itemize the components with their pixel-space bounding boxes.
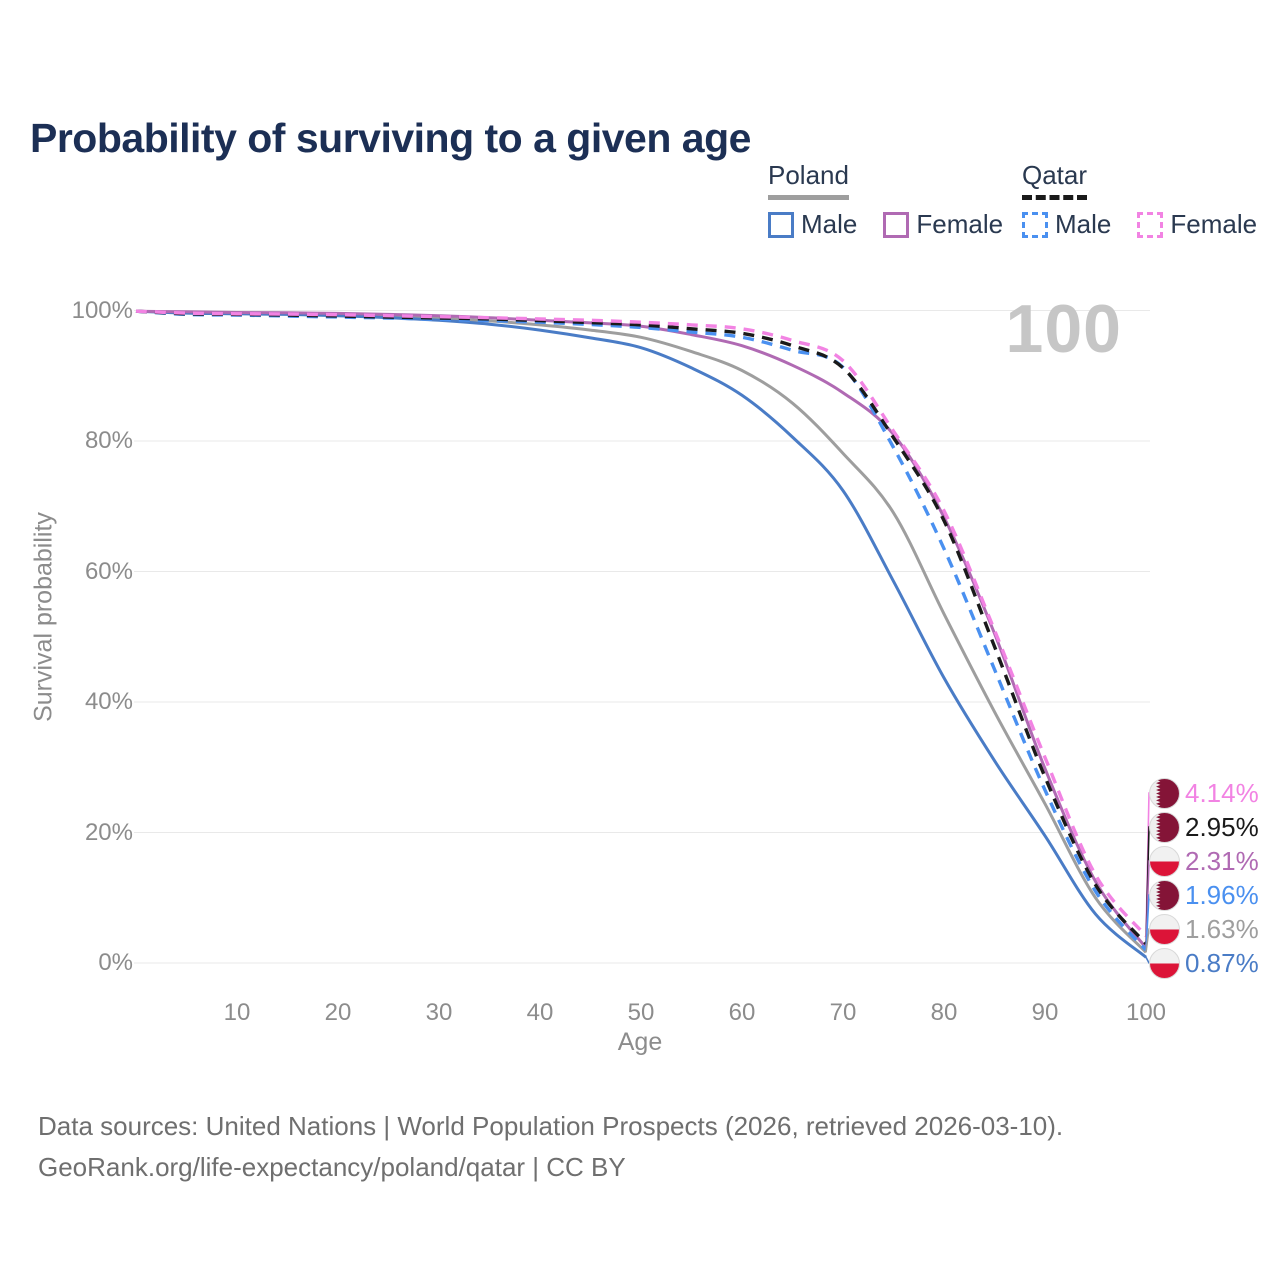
x-tick-label-90: 90 xyxy=(1031,999,1059,1026)
legend-items-qatar: Male Female xyxy=(1022,209,1257,240)
page-title: Probability of surviving to a given age xyxy=(30,115,751,162)
end-label-value: 2.95% xyxy=(1185,811,1259,842)
end-label-value: 1.96% xyxy=(1185,879,1259,910)
y-tick-label-40%: 40% xyxy=(84,688,133,715)
poland-flag-icon xyxy=(1149,846,1180,877)
poland-male-swatch-icon xyxy=(768,211,794,238)
poland-flag-icon xyxy=(1149,948,1180,979)
line-qatar-female[interactable] xyxy=(135,309,1148,938)
x-tick-label-10: 10 xyxy=(223,999,251,1026)
legend-item-label: Female xyxy=(916,209,1004,239)
y-tick-label-0%: 0% xyxy=(98,949,133,976)
attribution-line: GeoRank.org/life-expectancy/poland/qatar… xyxy=(38,1152,626,1182)
line-qatar-male[interactable] xyxy=(135,309,1148,952)
x-axis-label: Age xyxy=(617,1028,663,1056)
end-label-value: 4.14% xyxy=(1185,777,1259,808)
end-label-0.87%: 0.87% xyxy=(1149,946,1259,980)
line-poland-female[interactable] xyxy=(135,309,1148,949)
end-label-value: 0.87% xyxy=(1185,947,1259,978)
age-100-annotation: 100 xyxy=(1005,291,1122,367)
legend-group-poland: Poland Male Female xyxy=(768,160,1003,240)
legend-country-poland[interactable]: Poland xyxy=(768,160,849,200)
y-tick-label-60%: 60% xyxy=(84,557,133,585)
x-tick-label-50: 50 xyxy=(627,999,655,1026)
y-axis-label: Survival probability xyxy=(29,512,58,722)
qatar-flag-icon xyxy=(1149,880,1180,911)
series-curves xyxy=(135,309,1148,959)
line-qatar-both-sexes[interactable] xyxy=(135,309,1148,945)
y-tick-label-20%: 20% xyxy=(84,818,133,846)
legend-item-label: Female xyxy=(1170,209,1258,239)
legend-item-label: Male xyxy=(1055,209,1112,239)
end-label-2.31%: 2.31% xyxy=(1149,844,1259,878)
legend-items-poland: Male Female xyxy=(768,209,1003,240)
end-label-1.96%: 1.96% xyxy=(1149,878,1259,912)
x-tick-label-30: 30 xyxy=(425,999,453,1026)
y-tick-label-100%: 100% xyxy=(71,296,133,324)
legend-item-poland-female[interactable]: Female xyxy=(883,209,1003,240)
x-tick-label-20: 20 xyxy=(324,999,352,1026)
legend-item-poland-male[interactable]: Male xyxy=(768,209,857,240)
qatar-flag-icon xyxy=(1149,778,1180,809)
gridlines xyxy=(134,310,1150,964)
x-tick-label-60: 60 xyxy=(728,999,756,1026)
qatar-male-swatch-icon xyxy=(1022,211,1048,238)
end-label-value: 1.63% xyxy=(1185,913,1259,944)
line-poland-male[interactable] xyxy=(135,309,1147,959)
end-label-1.63%: 1.63% xyxy=(1149,912,1259,946)
legend-item-qatar-male[interactable]: Male xyxy=(1022,209,1111,240)
legend-group-qatar: Qatar Male Female xyxy=(1022,160,1257,240)
qatar-flag-icon xyxy=(1149,812,1180,843)
x-tick-label-100: 100 xyxy=(1125,999,1167,1026)
y-tick-label-80%: 80% xyxy=(84,427,133,454)
qatar-female-swatch-icon xyxy=(1137,211,1164,238)
x-tick-label-80: 80 xyxy=(930,999,958,1026)
end-label-value: 2.31% xyxy=(1185,845,1259,876)
poland-female-swatch-icon xyxy=(883,211,910,238)
legend-item-qatar-female[interactable]: Female xyxy=(1137,209,1257,240)
data-sources-line: Data sources: United Nations | World Pop… xyxy=(38,1111,1064,1141)
x-tick-label-40: 40 xyxy=(526,999,554,1026)
x-tick-label-70: 70 xyxy=(829,999,857,1026)
footer: Data sources: United Nations | World Pop… xyxy=(38,1106,1063,1188)
end-label-4.14%: 4.14% xyxy=(1149,776,1259,810)
legend-country-qatar[interactable]: Qatar xyxy=(1022,160,1088,200)
poland-flag-icon xyxy=(1149,914,1180,945)
end-label-2.95%: 2.95% xyxy=(1149,810,1259,844)
legend-item-label: Male xyxy=(801,209,858,239)
